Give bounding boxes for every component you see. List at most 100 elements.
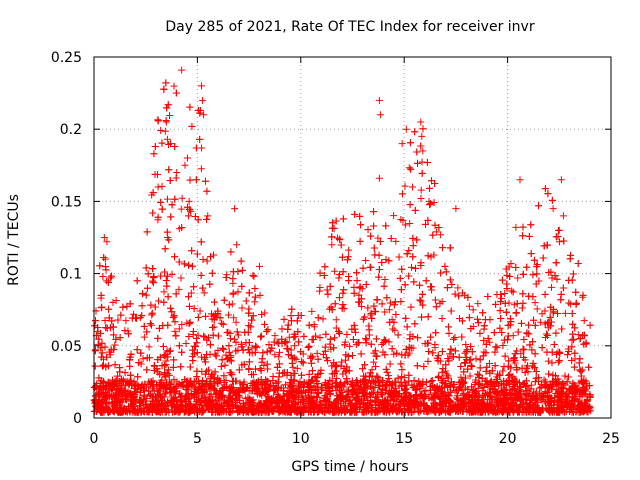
data-point [555, 238, 563, 246]
data-point [345, 272, 353, 280]
data-point [142, 291, 150, 299]
data-point [492, 390, 500, 398]
data-point [352, 328, 360, 336]
data-point [462, 340, 470, 348]
data-point [180, 260, 188, 268]
data-point [275, 353, 283, 361]
data-point [124, 402, 132, 410]
data-point [133, 277, 141, 285]
data-point [170, 376, 178, 384]
data-point [393, 349, 401, 357]
data-point [304, 343, 312, 351]
data-point [257, 333, 265, 341]
data-point [368, 366, 376, 374]
data-point [406, 219, 414, 227]
data-point [158, 182, 166, 190]
data-point [227, 357, 235, 365]
data-point [576, 366, 584, 374]
data-point [92, 317, 100, 325]
data-point [362, 281, 370, 289]
data-point [497, 298, 505, 306]
data-point [217, 319, 225, 327]
data-point [514, 328, 522, 336]
data-point [374, 373, 382, 381]
data-point [458, 289, 466, 297]
data-point [522, 377, 530, 385]
data-point [485, 359, 493, 367]
data-point [112, 296, 120, 304]
data-point [97, 344, 105, 352]
data-point [140, 333, 148, 341]
data-point [170, 312, 178, 320]
data-point [263, 327, 271, 335]
data-point [401, 182, 409, 190]
data-point [327, 303, 335, 311]
data-point [166, 112, 174, 120]
data-point [326, 340, 334, 348]
data-point [139, 355, 147, 363]
data-point [219, 344, 227, 352]
chart-title: Day 285 of 2021, Rate Of TEC Index for r… [165, 19, 534, 35]
data-point [102, 263, 110, 271]
data-point [364, 304, 372, 312]
data-point [300, 332, 308, 340]
data-point [542, 399, 550, 407]
data-point [194, 313, 202, 321]
data-point [298, 371, 306, 379]
data-point [472, 355, 480, 363]
data-point [186, 363, 194, 371]
data-point [411, 206, 419, 214]
data-point [237, 340, 245, 348]
data-point [409, 242, 417, 250]
data-point [397, 215, 405, 223]
data-point [385, 257, 393, 265]
data-point [438, 315, 446, 323]
data-point [164, 293, 172, 301]
data-point [332, 316, 340, 324]
data-point [326, 387, 334, 395]
data-point [206, 280, 214, 288]
data-point [236, 379, 244, 387]
data-point [148, 311, 156, 319]
data-point [293, 364, 301, 372]
data-point [498, 276, 506, 284]
data-point [313, 349, 321, 357]
data-point [419, 301, 427, 309]
data-point [349, 335, 357, 343]
data-point [91, 322, 99, 330]
data-point [294, 328, 302, 336]
data-point [339, 289, 347, 297]
data-point [346, 342, 354, 350]
data-point [158, 139, 166, 147]
data-point [130, 310, 138, 318]
data-point [561, 309, 569, 317]
data-point [543, 330, 551, 338]
data-point [172, 174, 180, 182]
data-point [160, 288, 168, 296]
data-point [367, 263, 375, 271]
data-point [261, 320, 269, 328]
data-point [324, 290, 332, 298]
data-point [416, 381, 424, 389]
data-point [370, 358, 378, 366]
data-points [90, 66, 594, 416]
data-point [519, 232, 527, 240]
data-point [99, 361, 107, 369]
data-point [372, 335, 380, 343]
data-point [519, 223, 527, 231]
data-point [187, 289, 195, 297]
data-point [220, 346, 228, 354]
data-point [414, 334, 422, 342]
data-point [220, 372, 228, 380]
data-point [507, 364, 515, 372]
data-point [227, 335, 235, 343]
data-point [378, 258, 386, 266]
data-point [438, 368, 446, 376]
data-point [401, 221, 409, 229]
data-point [98, 339, 106, 347]
data-point [398, 382, 406, 390]
data-point [326, 282, 334, 290]
data-point [358, 303, 366, 311]
data-point [154, 334, 162, 342]
